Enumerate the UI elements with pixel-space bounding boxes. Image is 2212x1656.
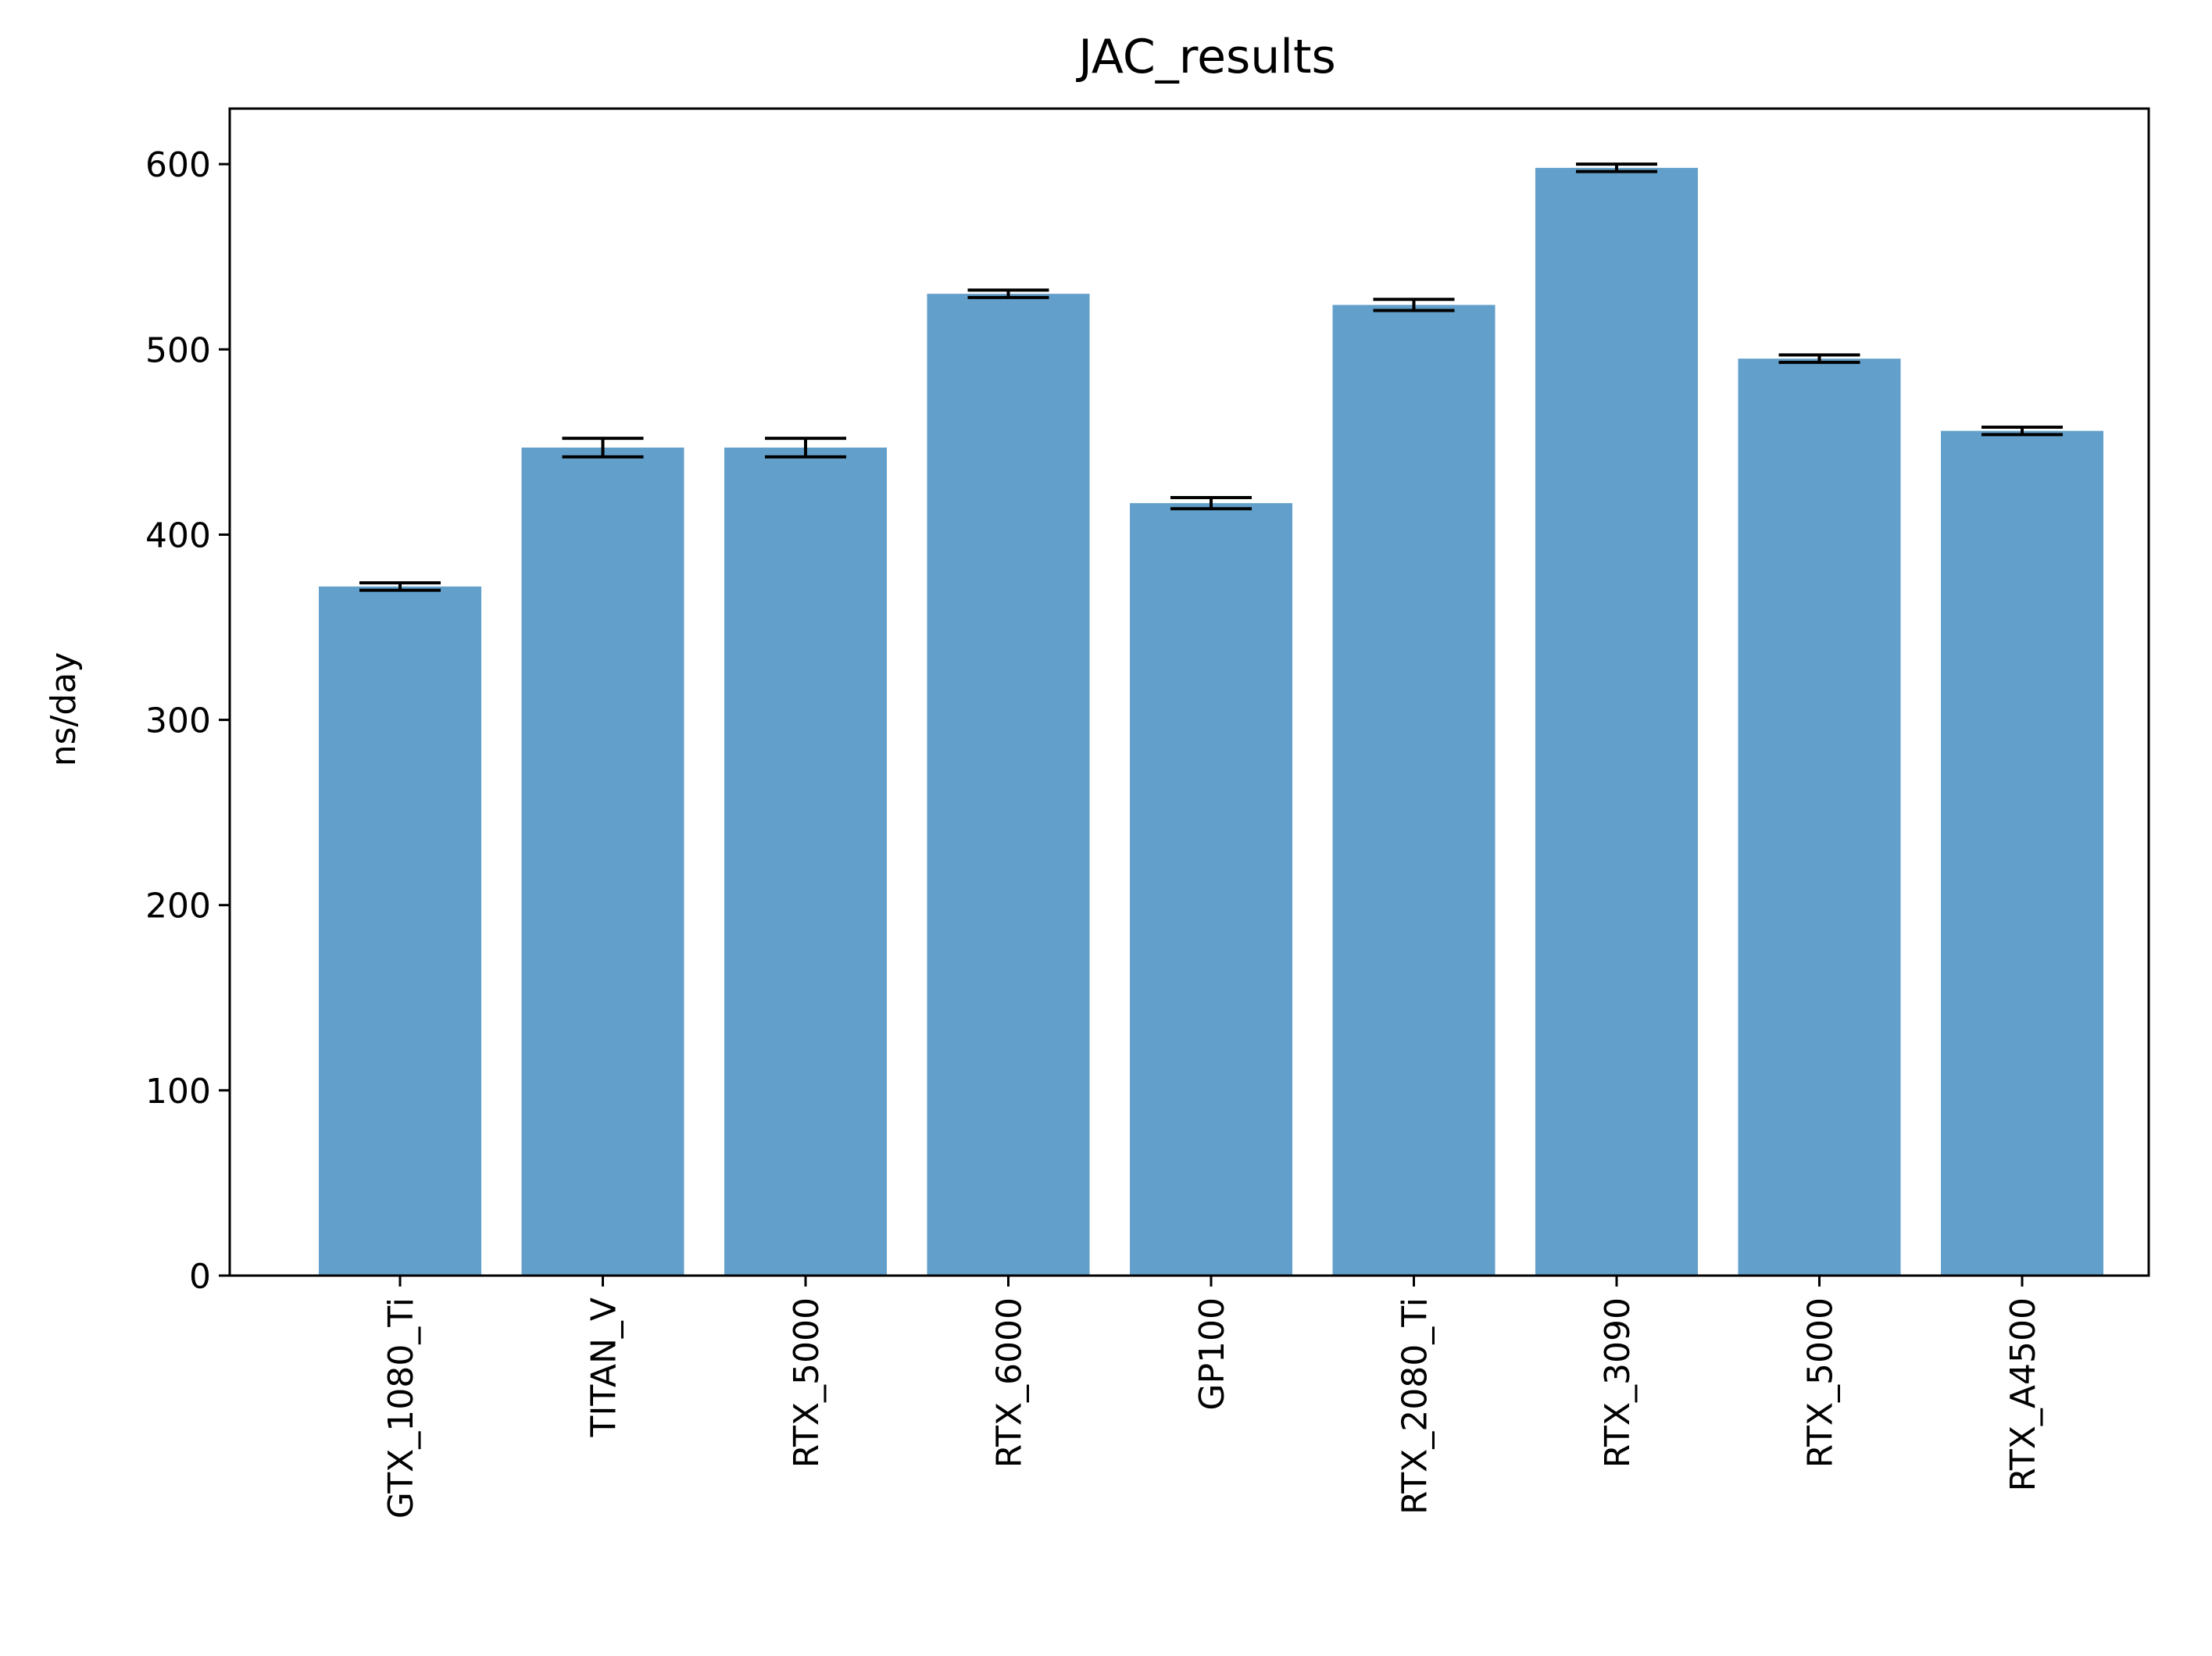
y-tick-label: 500	[145, 330, 211, 370]
bar	[1535, 167, 1698, 1276]
x-axis: GTX_1080_Ti TITAN_V RTX_5000 RTX_6000 GP100 R…	[381, 1276, 2043, 1519]
bar	[1130, 503, 1292, 1276]
x-tick-label: GTX_1080_Ti	[381, 1297, 421, 1519]
error-bars-layer	[359, 162, 2063, 592]
bar	[927, 294, 1090, 1276]
x-tick-label: RTX_3090	[1598, 1297, 1638, 1468]
x-tick-label: RTX_6000	[990, 1297, 1030, 1468]
y-tick-label: 300	[145, 701, 211, 741]
bar	[1738, 359, 1901, 1276]
x-tick-label: RTX_5000	[787, 1297, 827, 1468]
bar	[1332, 305, 1496, 1276]
chart-title: JAC_results	[1075, 30, 1336, 84]
y-axis: 0 100 200 300 400 500 600	[145, 145, 230, 1297]
y-tick-label: 400	[145, 516, 211, 555]
x-tick-label: RTX_5000	[1801, 1297, 1841, 1468]
plot-frame	[228, 107, 2150, 1277]
x-tick-label: TITAN_V	[584, 1297, 624, 1437]
x-tick-label: GP100	[1192, 1297, 1232, 1411]
x-tick-label: RTX_2080_Ti	[1395, 1297, 1435, 1515]
y-tick-label: 0	[189, 1257, 211, 1297]
y-tick-label: 100	[145, 1072, 211, 1112]
y-axis-label: ns/day	[44, 652, 84, 767]
bar	[521, 447, 684, 1276]
bar	[724, 447, 887, 1276]
y-tick-label: 200	[145, 887, 211, 926]
x-tick-label: RTX_A4500	[2003, 1297, 2043, 1491]
bar	[1941, 430, 2103, 1276]
y-tick-label: 600	[145, 145, 211, 185]
bars-layer	[319, 167, 2103, 1276]
bar	[319, 586, 481, 1276]
